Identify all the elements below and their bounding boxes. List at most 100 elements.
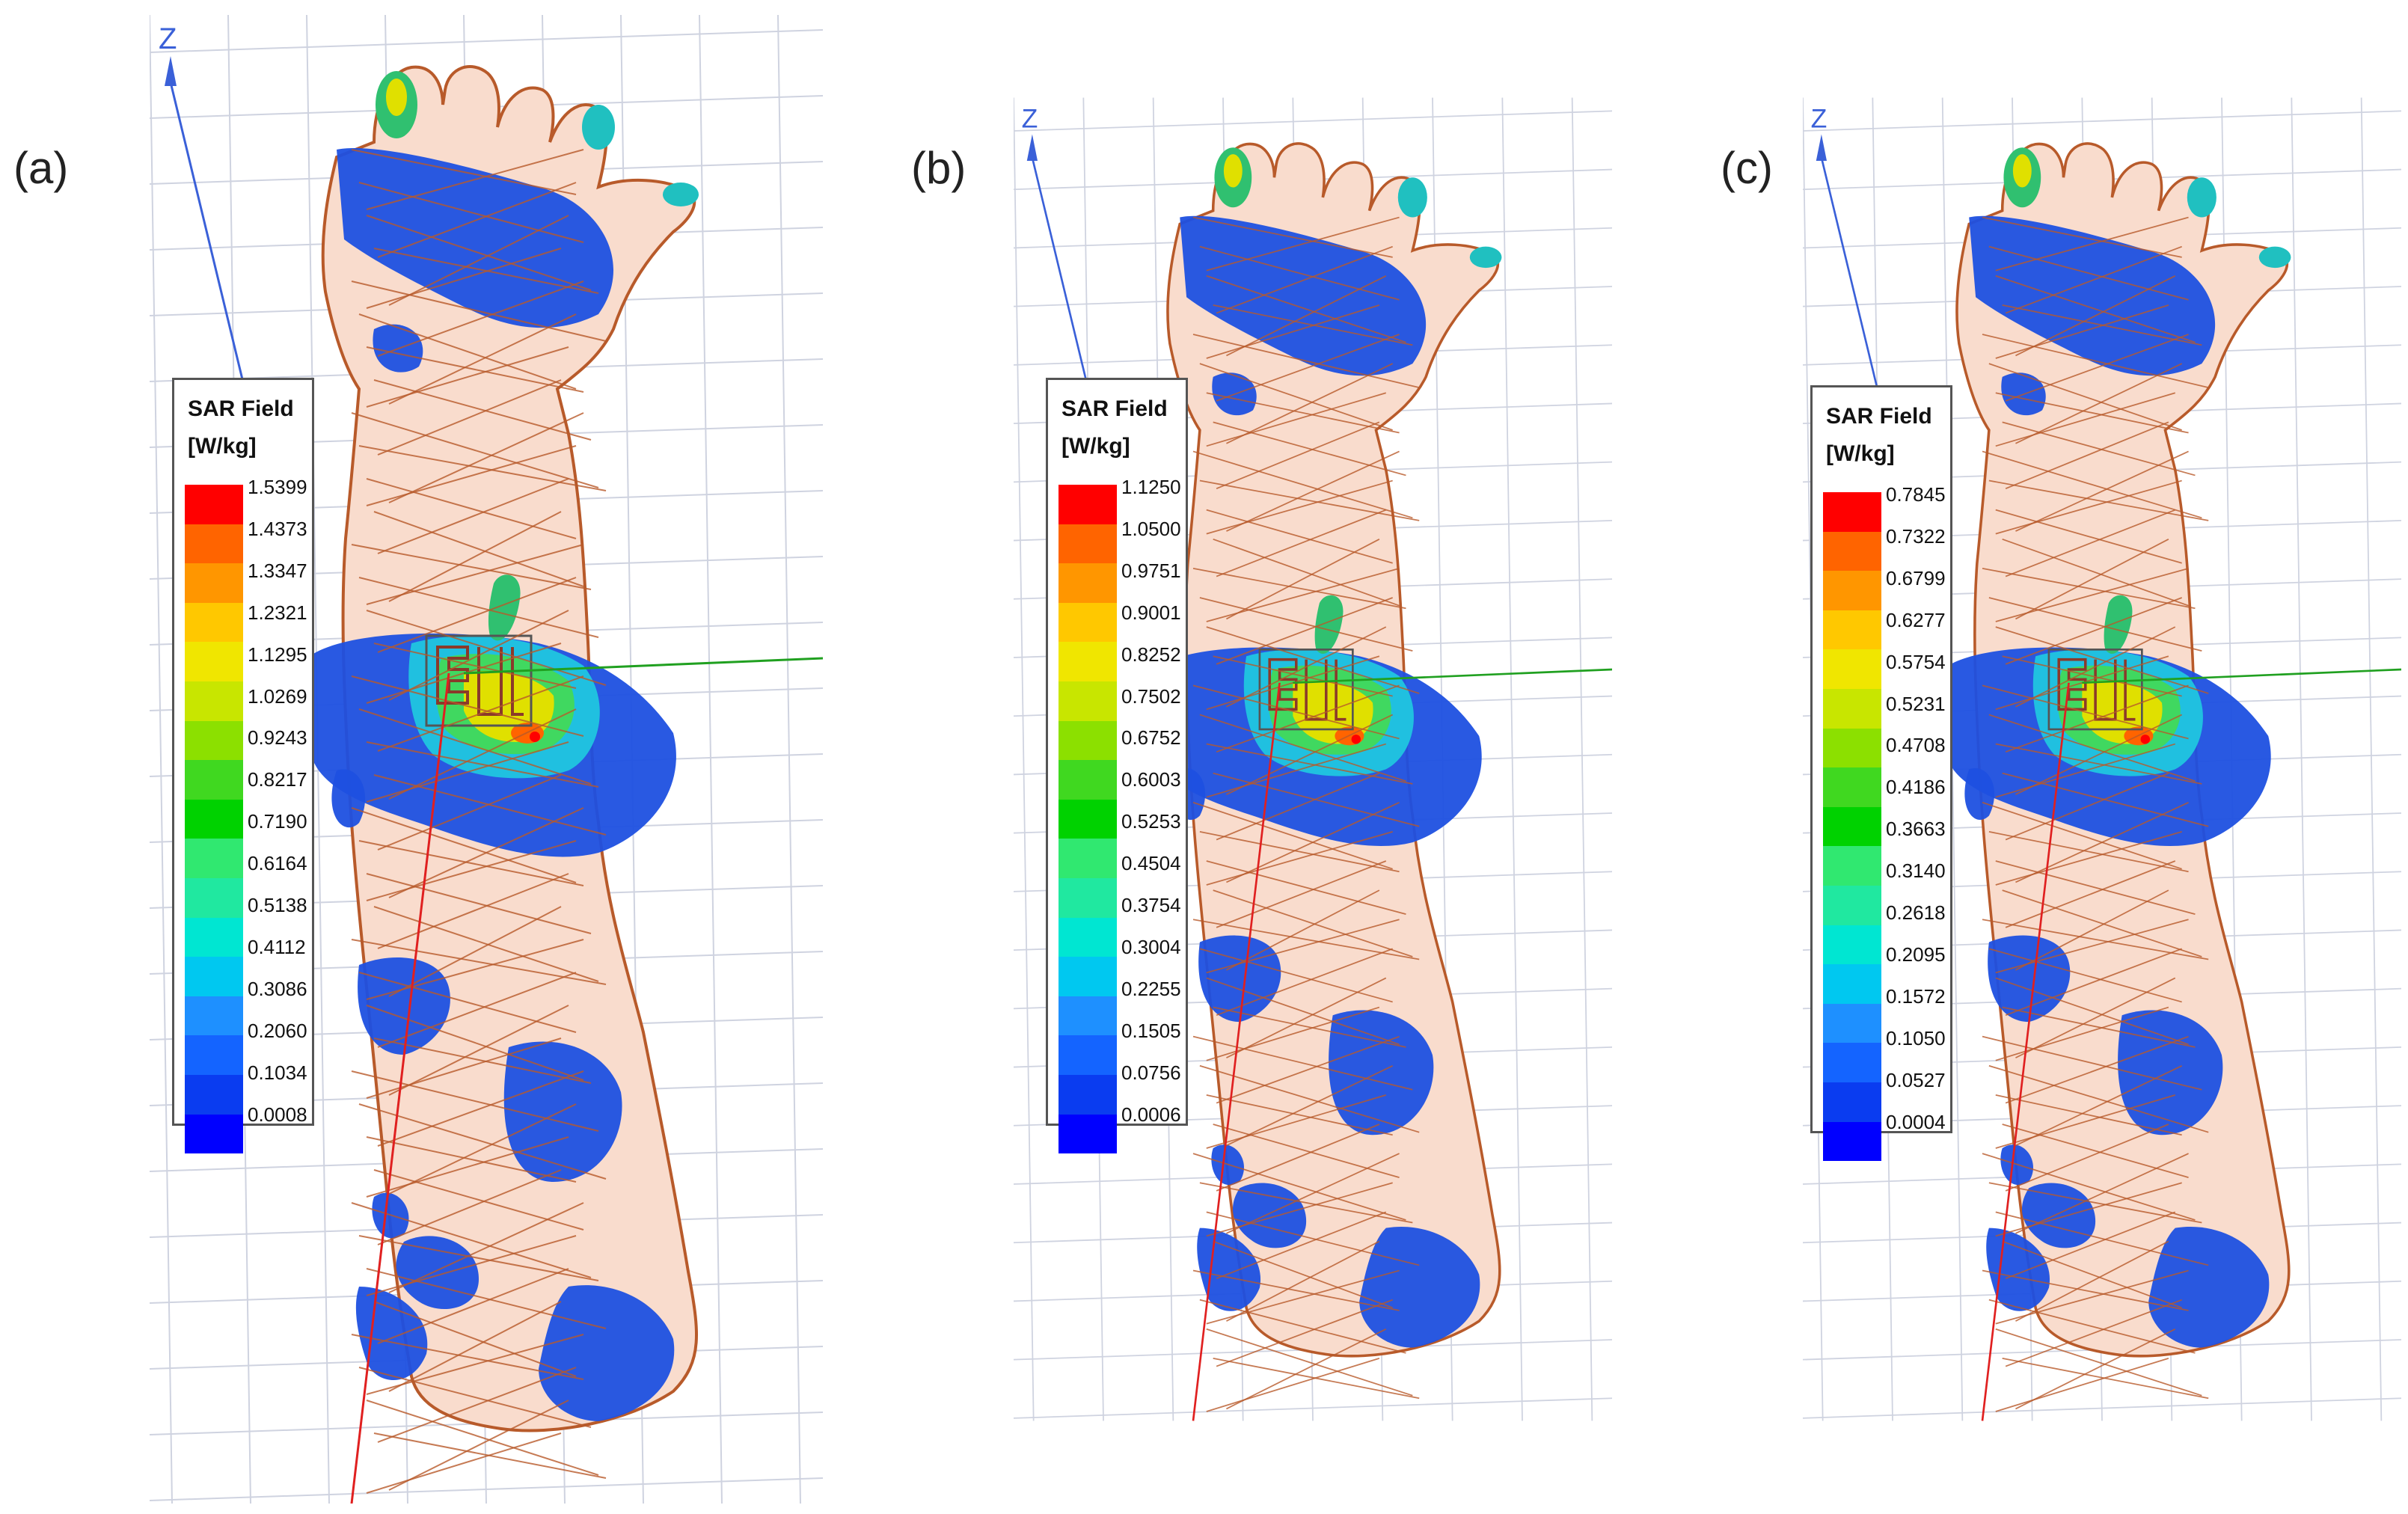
legend-title: SAR Field [1061,396,1168,421]
scene: Z [1803,97,2401,1421]
legend-tick-label: 0.0004 [1886,1110,1946,1133]
legend-tick-label: 1.0500 [1121,517,1181,540]
arm-field-view: Z [1803,15,2401,1504]
color-swatch [1823,885,1881,925]
color-swatch [1823,846,1881,886]
legend-unit: [W/kg] [1061,434,1130,459]
panel-c: (c) Z SAR Field [W/kg] 0.7845 0.7322 0.679… [1616,0,2408,1514]
legend-tick-label: 0.3140 [1886,859,1946,883]
color-swatch [1059,524,1117,564]
legend-tick-labels: 1.5399 1.4373 1.3347 1.2321 1.1295 1.0269 0.92… [248,476,315,1126]
color-swatch [1059,681,1117,721]
legend-tick-label: 0.6752 [1121,726,1181,750]
legend-tick-label: 1.2321 [248,601,307,624]
color-swatch [1823,964,1881,1004]
color-swatch [1059,1074,1117,1115]
legend-tick-label: 1.1295 [248,643,307,666]
legend-tick-label: 0.2060 [248,1019,307,1042]
legend-tick-label: 1.3347 [248,559,307,582]
legend-tick-label: 0.5754 [1886,650,1946,673]
legend-tick-label: 0.3086 [248,977,307,1000]
legend-tick-label: 0.8252 [1121,643,1181,666]
color-swatch [1059,563,1117,603]
color-swatch [1059,760,1117,800]
legend-tick-label: 0.0006 [1121,1103,1181,1126]
legend-tick-label: 0.4708 [1886,734,1946,757]
color-bar [185,485,243,1154]
legend-tick-label: 0.7845 [1886,483,1946,506]
legend-tick-label: 0.9243 [248,726,307,750]
legend-tick-label: 0.7322 [1886,524,1946,548]
color-swatch [1823,531,1881,571]
color-swatch [1823,571,1881,610]
color-swatch [1823,767,1881,807]
color-swatch [1823,1003,1881,1043]
z-axis-arrow-icon [1026,134,1038,161]
sar-legend: SAR Field [W/kg] 1.5399 1.4373 1.3347 1.232… [172,378,315,1154]
legend-unit: [W/kg] [188,434,257,459]
legend-tick-label: 0.6799 [1886,566,1946,589]
color-swatch [1823,806,1881,847]
legend-tick-label: 0.6164 [248,852,307,875]
color-swatch [1823,610,1881,650]
color-swatch [1059,485,1117,524]
color-swatch [1059,642,1117,681]
color-swatch [185,1035,243,1075]
color-bar [1823,492,1881,1162]
color-swatch [1059,1114,1117,1154]
color-swatch [185,681,243,721]
legend-tick-label: 0.0527 [1886,1068,1946,1091]
legend-tick-label: 0.2255 [1121,977,1181,1000]
legend-tick-label: 0.5231 [1886,692,1946,715]
legend-tick-label: 0.1034 [248,1061,307,1084]
legend-tick-labels: 0.7845 0.7322 0.6799 0.6277 0.5754 0.5231 0.47… [1886,483,1953,1133]
legend-tick-label: 0.4112 [248,935,306,958]
color-swatch [185,917,243,957]
x-axis-line [1192,682,1281,1421]
legend-tick-label: 0.0756 [1121,1061,1181,1084]
z-axis-label: Z [159,22,177,55]
color-swatch [1059,799,1117,839]
legend-title: SAR Field [1826,404,1932,429]
legend-tick-label: 0.1505 [1121,1019,1181,1042]
color-swatch [1059,957,1117,996]
color-swatch [1059,877,1117,918]
y-axis-line [1293,668,1612,684]
color-swatch [185,957,243,996]
color-swatch [1823,925,1881,965]
color-swatch [1059,917,1117,957]
scene: Z [150,15,823,1504]
z-axis-arrow-icon [1816,134,1827,161]
color-swatch [1059,1035,1117,1075]
legend-tick-label: 1.4373 [248,517,307,540]
legend-tick-labels: 1.1250 1.0500 0.9751 0.9001 0.8252 0.7502 0.67… [1121,476,1189,1126]
x-axis-line [1981,682,2070,1421]
color-swatch [1059,720,1117,761]
color-swatch [1059,839,1117,878]
z-axis-label: Z [1811,104,1828,134]
color-swatch [185,563,243,603]
z-axis-arrow-icon [165,56,177,86]
legend-tick-label: 1.5399 [248,476,307,498]
color-swatch [185,839,243,878]
arm-model: Z [1803,97,2401,1421]
legend-tick-label: 0.4186 [1886,776,1946,799]
panel-label: (a) [13,143,69,193]
sar-legend: SAR Field [W/kg] 1.1250 1.0500 0.9751 0.900… [1046,378,1189,1154]
panel-label: (c) [1721,143,1773,193]
panel-a: (a) Z SAR Field [W/kg] 1.5399 1.4373 1.334… [0,0,823,1514]
panel-b: (b) Z SAR Field [W/kg] 1.1250 1.0500 0.975… [823,0,1616,1514]
legend-tick-label: 0.3754 [1121,894,1181,916]
color-swatch [185,799,243,839]
color-swatch [185,877,243,918]
arm-field-view: Z [150,15,823,1504]
legend-tick-label: 0.5138 [248,894,307,916]
color-swatch [185,602,243,643]
arm-model: Z [150,15,823,1504]
color-swatch [185,760,243,800]
x-axis-line [350,672,450,1504]
legend-tick-label: 0.6003 [1121,768,1181,791]
color-swatch [1823,1043,1881,1082]
panel-label: (b) [911,143,966,193]
color-swatch [185,1114,243,1154]
